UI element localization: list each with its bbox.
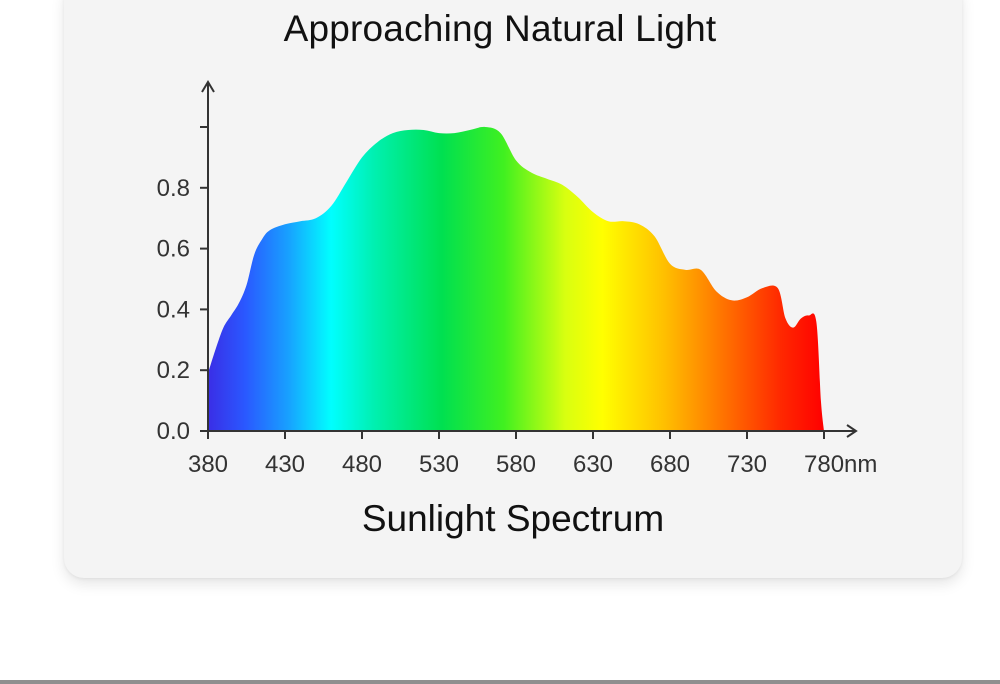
y-tick-label: 0.2 — [157, 357, 190, 384]
y-tick-label: 0.8 — [157, 175, 190, 202]
y-tick-label: 0.4 — [157, 296, 190, 323]
spectrum-area — [208, 126, 824, 431]
x-tick-label: 430 — [265, 451, 305, 478]
y-axis-arrow — [201, 80, 215, 93]
x-tick-label: 730 — [727, 451, 767, 478]
x-axis-arrow — [846, 424, 858, 438]
x-tick-label: 580 — [496, 451, 536, 478]
x-tick-label: 480 — [342, 451, 382, 478]
chart-subtitle: Sunlight Spectrum — [361, 498, 665, 539]
x-tick-label: 530 — [419, 451, 459, 478]
x-tick-label: 680 — [650, 451, 690, 478]
y-axis-ticks: 0.0 0.2 0.4 0.6 0.8 — [157, 175, 208, 445]
y-tick-label: 0.6 — [157, 236, 190, 263]
x-axis-ticks: 380 430 480 530 580 630 680 730 780nm — [188, 431, 877, 478]
x-tick-label: 380 — [188, 451, 228, 478]
y-tick-label: 0.0 — [157, 418, 190, 445]
bottom-divider — [0, 680, 1000, 684]
x-tick-label: 630 — [573, 451, 613, 478]
x-tick-label: 780nm — [804, 451, 877, 478]
chart-title: Approaching Natural Light — [283, 8, 717, 49]
